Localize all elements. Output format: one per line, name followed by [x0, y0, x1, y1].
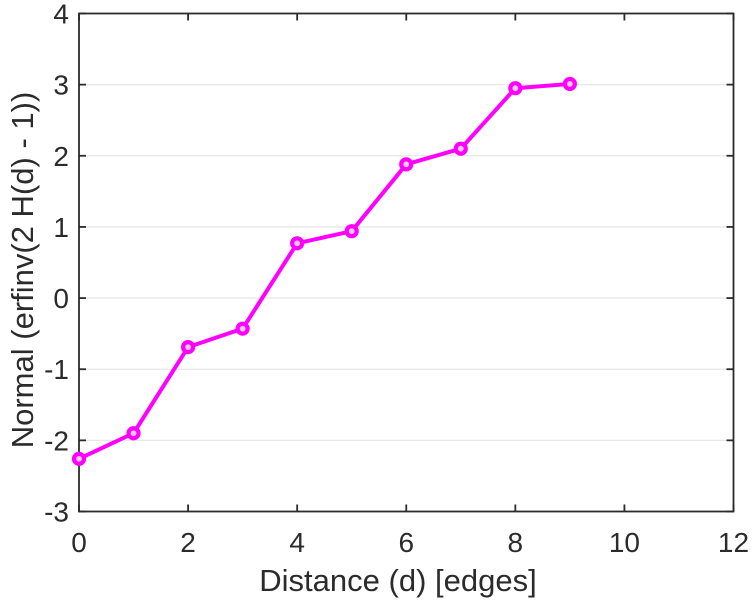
data-point-marker [126, 426, 141, 441]
x-axis-label: Distance (d) [edges] [259, 563, 536, 598]
x-tick-label: 10 [609, 527, 640, 558]
axis-ticks [78, 12, 735, 513]
y-tick-label: 3 [53, 70, 69, 101]
y-tick-label: -1 [44, 354, 69, 385]
data-series [71, 76, 577, 466]
x-tick-label: 2 [180, 527, 196, 558]
data-point-marker [235, 321, 250, 336]
y-tick-label: 1 [53, 212, 69, 243]
y-tick-label: 2 [53, 141, 69, 172]
y-axis-label: Normal (erfinv(2 H(d) - 1)) [5, 92, 40, 449]
y-tick-label: -3 [44, 497, 69, 528]
data-point-marker [562, 76, 577, 92]
y-tick-label: -2 [44, 425, 69, 456]
x-tick-label: 4 [289, 527, 305, 558]
data-point-marker [71, 451, 87, 466]
y-tick-label: 4 [53, 0, 69, 30]
data-point-marker [453, 141, 468, 156]
plot-border [78, 12, 735, 513]
series-line [77, 81, 572, 461]
data-point-marker [399, 157, 414, 172]
y-tick-label: 0 [53, 283, 69, 314]
x-tick-label: 6 [398, 527, 414, 558]
data-point-marker [180, 340, 196, 355]
data-point-marker [508, 81, 523, 96]
x-tick-label: 0 [71, 527, 87, 558]
x-tick-label: 12 [718, 527, 749, 558]
data-point-marker [290, 236, 305, 251]
x-tick-label: 8 [508, 527, 524, 558]
data-point-marker [344, 224, 359, 239]
gridlines [79, 83, 734, 442]
